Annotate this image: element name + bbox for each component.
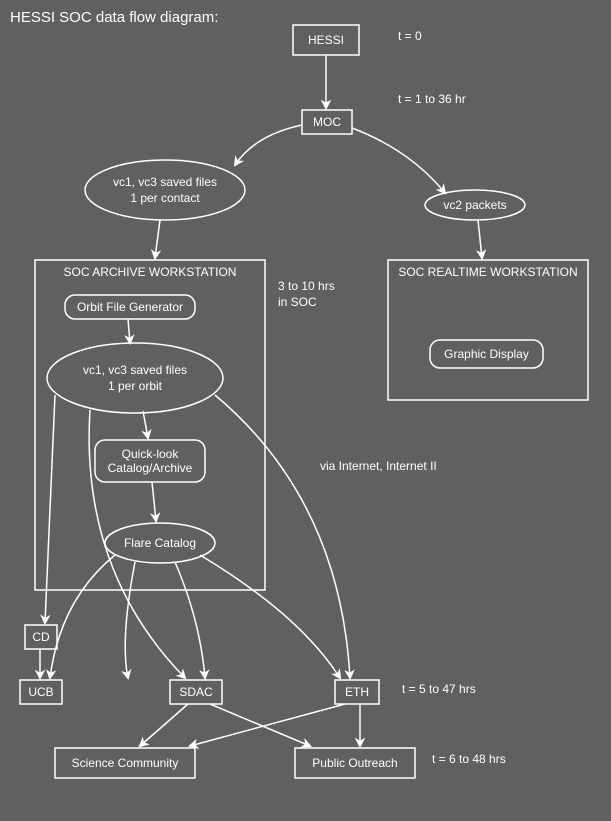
annotation: t = 0 xyxy=(398,29,422,43)
svg-text:1 per contact: 1 per contact xyxy=(130,191,200,205)
svg-text:vc1, vc3 saved files: vc1, vc3 saved files xyxy=(83,363,187,377)
svg-text:ETH: ETH xyxy=(345,685,369,699)
svg-text:Quick-look: Quick-look xyxy=(122,447,180,461)
svg-text:Flare Catalog: Flare Catalog xyxy=(124,536,196,550)
annotation: in SOC xyxy=(278,295,317,309)
svg-text:vc1, vc3 saved files: vc1, vc3 saved files xyxy=(113,175,217,189)
annotation: 3 to 10 hrs xyxy=(278,279,335,293)
svg-text:Science Community: Science Community xyxy=(72,756,179,770)
diagram-title: HESSI SOC data flow diagram: xyxy=(10,9,218,26)
svg-text:HESSI: HESSI xyxy=(308,33,344,47)
svg-text:SOC REALTIME WORKSTATION: SOC REALTIME WORKSTATION xyxy=(398,265,577,279)
svg-text:MOC: MOC xyxy=(313,115,341,129)
svg-text:CD: CD xyxy=(32,630,50,644)
svg-text:1 per orbit: 1 per orbit xyxy=(108,379,163,393)
svg-text:Graphic Display: Graphic Display xyxy=(444,347,529,361)
svg-text:UCB: UCB xyxy=(28,685,53,699)
annotation: t = 6 to 48 hrs xyxy=(432,752,506,766)
annotation: t = 1 to 36 hr xyxy=(398,92,466,106)
svg-text:vc2 packets: vc2 packets xyxy=(443,198,506,212)
annotation: via Internet, Internet II xyxy=(320,459,437,473)
svg-text:Public Outreach: Public Outreach xyxy=(312,756,397,770)
annotation: t = 5 to 47 hrs xyxy=(402,682,476,696)
flow-diagram: HESSI SOC data flow diagram: HESSI MOC vc1,… xyxy=(0,0,611,821)
svg-text:Catalog/Archive: Catalog/Archive xyxy=(108,461,193,475)
svg-text:SDAC: SDAC xyxy=(179,685,213,699)
svg-text:SOC ARCHIVE WORKSTATION: SOC ARCHIVE WORKSTATION xyxy=(64,265,237,279)
svg-text:Orbit File Generator: Orbit File Generator xyxy=(77,300,183,314)
